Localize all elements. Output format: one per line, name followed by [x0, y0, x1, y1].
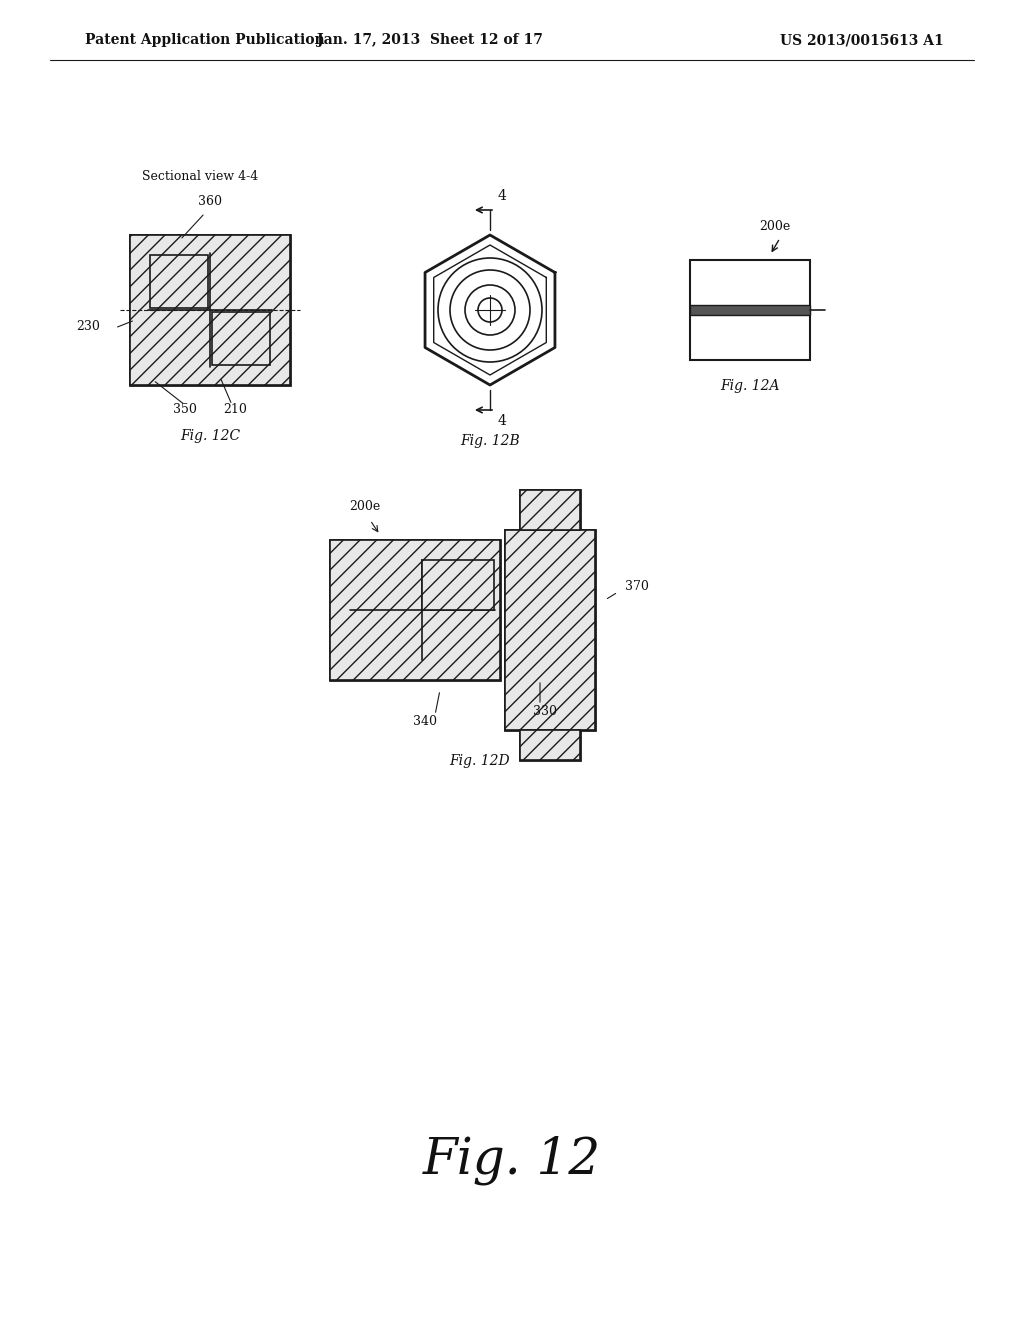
Text: US 2013/0015613 A1: US 2013/0015613 A1 [780, 33, 944, 48]
Text: Sectional view 4-4: Sectional view 4-4 [142, 170, 258, 183]
Text: Fig. 12D: Fig. 12D [450, 754, 510, 768]
Bar [690, 260, 810, 360]
Text: 4: 4 [498, 189, 507, 203]
Bar [350, 560, 495, 660]
Text: 200e: 200e [349, 500, 381, 513]
Bar [130, 235, 290, 385]
Text: Fig. 12A: Fig. 12A [720, 379, 779, 393]
Bar [520, 730, 580, 760]
Bar [422, 560, 494, 610]
Bar [150, 255, 208, 308]
Bar [130, 235, 290, 385]
Bar [520, 490, 580, 531]
Bar [690, 305, 810, 315]
Text: 200e: 200e [760, 220, 791, 234]
Text: 4: 4 [498, 414, 507, 428]
Text: Fig. 12: Fig. 12 [423, 1135, 601, 1185]
Text: Patent Application Publication: Patent Application Publication [85, 33, 325, 48]
Bar [505, 531, 595, 730]
Text: Fig. 12B: Fig. 12B [460, 434, 520, 447]
Bar [330, 540, 500, 680]
Text: 230: 230 [76, 319, 100, 333]
Bar [330, 540, 500, 680]
Text: Jan. 17, 2013  Sheet 12 of 17: Jan. 17, 2013 Sheet 12 of 17 [317, 33, 543, 48]
Text: 340: 340 [413, 715, 437, 729]
Bar [520, 730, 580, 760]
Text: 350: 350 [173, 403, 197, 416]
Text: 210: 210 [223, 403, 247, 416]
Text: 360: 360 [198, 195, 222, 209]
Bar [505, 531, 595, 730]
Bar [212, 312, 270, 366]
Bar [148, 253, 272, 367]
Bar [520, 490, 580, 531]
Text: 370: 370 [625, 579, 649, 593]
Text: Fig. 12C: Fig. 12C [180, 429, 240, 444]
Text: 330: 330 [534, 705, 557, 718]
